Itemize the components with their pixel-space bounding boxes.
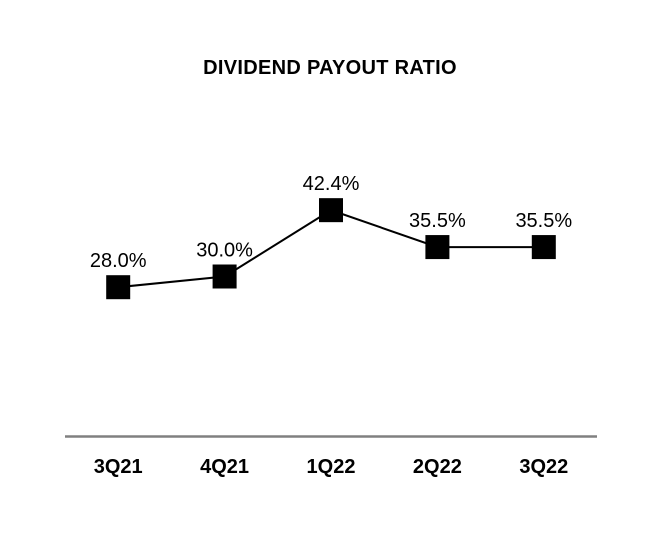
chart-title: DIVIDEND PAYOUT RATIO — [203, 57, 457, 79]
data-point-marker — [531, 235, 556, 260]
data-point-label: 30.0% — [196, 240, 253, 262]
data-point-label: 35.5% — [409, 210, 466, 232]
x-axis-label: 3Q22 — [519, 456, 568, 478]
data-point-marker — [212, 264, 237, 289]
data-point-label: 42.4% — [303, 173, 360, 195]
data-point-marker — [106, 275, 131, 300]
data-point-label: 28.0% — [90, 250, 147, 272]
data-point-label: 35.5% — [515, 210, 572, 232]
data-point-marker — [425, 235, 450, 260]
x-axis-label: 1Q22 — [307, 456, 356, 478]
x-axis-label: 4Q21 — [200, 456, 249, 478]
x-axis-label: 2Q22 — [413, 456, 462, 478]
x-axis-label: 3Q21 — [94, 456, 143, 478]
data-point-marker — [319, 198, 343, 223]
